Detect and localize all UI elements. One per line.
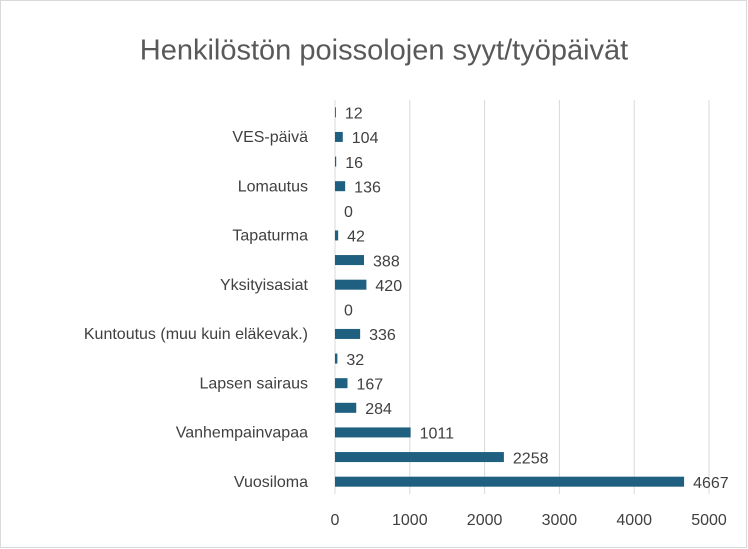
value-label: 0 [344,204,353,221]
y-tick-label: Vanhempainvapaa [176,425,308,442]
value-label: 12 [345,106,363,123]
value-label: 167 [356,376,383,393]
chart-title: Henkilöstön poissolojen syyt/työpäivät [140,35,628,67]
bar [335,427,411,438]
y-tick-label: Lomautus [238,178,308,195]
x-tick-label: 5000 [691,512,727,529]
bar [335,279,367,290]
bar [335,328,361,339]
value-label: 388 [373,253,400,270]
x-tick-label: 3000 [542,512,578,529]
value-label: 42 [347,229,365,246]
bar [335,353,338,364]
bar [335,452,504,463]
bar [335,476,685,487]
value-label: 4667 [693,475,729,492]
y-tick-label: VES-päivä [232,129,308,146]
x-tick-label: 0 [331,512,340,529]
y-tick-label: Vuosiloma [234,474,308,491]
value-label: 284 [365,401,392,418]
value-label: 0 [344,303,353,320]
bar [335,181,346,192]
value-label: 2258 [513,450,549,467]
x-tick-label: 1000 [392,512,428,529]
bar [335,156,337,167]
value-label: 420 [375,278,402,295]
bar [335,230,339,241]
bar [335,378,348,389]
bar [335,402,357,413]
y-tick-label: Lapsen sairaus [199,375,308,392]
value-label: 104 [352,130,379,147]
x-tick-label: 4000 [616,512,652,529]
bar [335,131,343,142]
x-tick-label: 2000 [467,512,503,529]
bar [335,255,365,266]
value-label: 1011 [420,426,455,443]
value-label: 136 [354,179,381,196]
value-label: 336 [369,327,396,344]
bar [335,107,336,118]
value-label: 16 [345,155,363,172]
y-tick-label: Tapaturma [232,228,308,245]
y-tick-label: Kuntoutus (muu kuin eläkevak.) [84,326,308,343]
y-tick-label: Yksityisasiat [220,277,309,294]
value-label: 32 [346,352,364,369]
